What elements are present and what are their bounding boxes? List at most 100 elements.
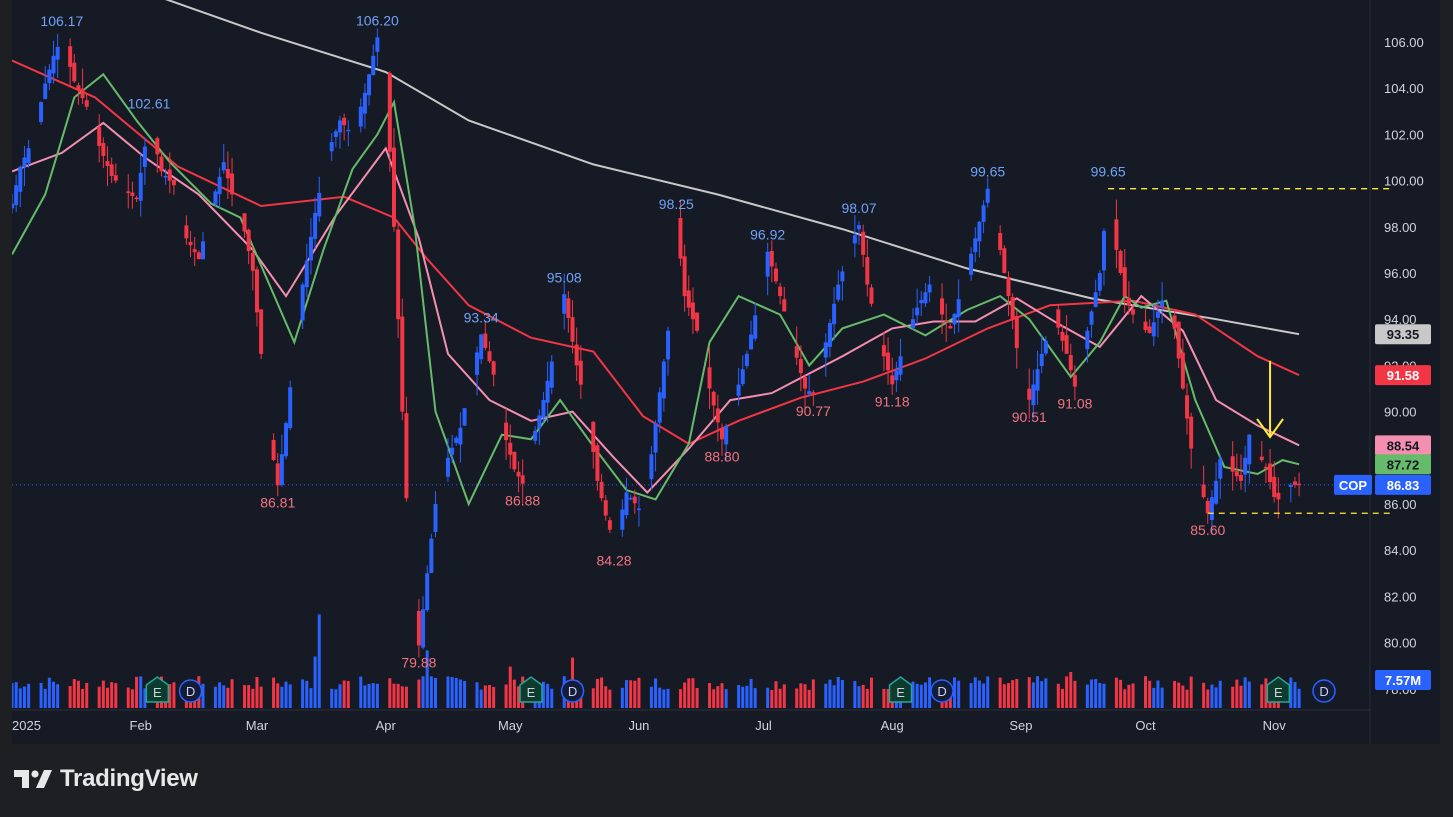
y-tick-label: 98.00 xyxy=(1384,220,1417,235)
candle-body xyxy=(26,148,31,163)
candlestick xyxy=(1288,482,1293,503)
candle-body xyxy=(686,290,691,308)
volume-bar xyxy=(1102,683,1106,708)
candle-body xyxy=(55,46,60,60)
candlestick xyxy=(142,137,147,185)
candle-body xyxy=(915,307,920,316)
candle-body xyxy=(977,221,982,242)
candle-body xyxy=(998,233,1003,250)
volume-bar xyxy=(1264,678,1268,708)
candle-body xyxy=(155,138,160,155)
candlestick xyxy=(259,309,264,359)
candle-body xyxy=(512,451,517,470)
candle-body xyxy=(807,391,812,395)
candle-body xyxy=(491,361,496,375)
candle-body xyxy=(184,225,189,239)
volume-bar xyxy=(973,677,977,708)
volume-bar xyxy=(504,684,508,708)
candlestick xyxy=(109,157,114,183)
candlestick xyxy=(686,275,691,316)
volume-bar xyxy=(251,688,255,708)
volume-bar xyxy=(861,684,865,708)
candle-body xyxy=(682,256,687,297)
candle-body xyxy=(657,392,662,423)
volume-bar xyxy=(982,683,986,708)
volume-bar xyxy=(691,678,695,708)
volume-bar xyxy=(114,683,118,708)
candlestick xyxy=(1247,434,1252,484)
volume-bar xyxy=(342,680,346,708)
candle-body xyxy=(97,127,102,146)
candlestick xyxy=(1064,315,1069,355)
candle-body xyxy=(84,100,89,107)
candlestick xyxy=(421,596,426,650)
price-tag: 86.83 xyxy=(1375,474,1431,495)
volume-bar xyxy=(1214,687,1218,708)
candle-body xyxy=(1185,395,1190,419)
candlestick xyxy=(927,276,932,303)
candle-body xyxy=(22,157,27,168)
candle-body xyxy=(881,345,886,357)
volume-bar xyxy=(243,685,247,708)
candle-body xyxy=(1101,230,1106,271)
candle-body xyxy=(1060,331,1065,341)
candle-body xyxy=(1035,369,1040,391)
volume-bar xyxy=(1056,683,1060,708)
volume-bar xyxy=(396,683,400,708)
volume-bar xyxy=(778,688,782,708)
candle-body xyxy=(1172,315,1177,329)
candlestick xyxy=(881,331,886,372)
volume-bar xyxy=(1177,682,1181,708)
volume-bar xyxy=(508,666,512,708)
candlestick xyxy=(433,491,438,538)
candlestick xyxy=(1131,304,1136,324)
candlestick xyxy=(769,240,774,283)
volume-bar xyxy=(230,679,234,708)
volume-bar xyxy=(1123,689,1127,708)
candlestick xyxy=(47,63,52,91)
candlestick xyxy=(479,333,484,364)
dividend-marker-letter: D xyxy=(568,684,577,699)
candlestick xyxy=(105,146,110,186)
candle-body xyxy=(308,236,313,261)
candle-body xyxy=(653,423,658,453)
candle-body xyxy=(358,106,363,127)
candle-body xyxy=(927,284,932,293)
candlestick xyxy=(163,168,168,185)
candlestick xyxy=(919,291,924,317)
volume-bar xyxy=(1143,676,1147,708)
candle-body xyxy=(956,299,961,317)
candle-body xyxy=(483,333,488,348)
candle-body xyxy=(1085,330,1090,350)
candlestick xyxy=(317,176,322,222)
volume-bar xyxy=(18,688,22,708)
candle-body xyxy=(591,421,596,453)
candle-body xyxy=(329,142,334,152)
candlestick xyxy=(250,246,255,291)
volume-bar xyxy=(928,677,932,708)
candlestick xyxy=(595,442,600,491)
candle-body xyxy=(80,88,85,99)
candlestick xyxy=(313,197,318,249)
candle-body xyxy=(213,191,218,205)
candle-body xyxy=(632,496,637,504)
candle-body xyxy=(51,55,56,74)
candlestick xyxy=(487,341,492,364)
candle-body xyxy=(113,175,118,181)
volume-bar xyxy=(712,689,716,708)
candlestick xyxy=(138,153,143,217)
chart-panel[interactable]: 106.00 104.00 102.00 100.00 98.00 96.00 94.00 9… xyxy=(12,0,1440,744)
volume-bar xyxy=(367,683,371,708)
volume-bar xyxy=(226,687,230,708)
candlestick xyxy=(607,517,612,534)
volume-bar xyxy=(168,684,172,708)
candle-body xyxy=(1006,276,1011,297)
price-chart[interactable]: 106.00104.00102.00100.0098.0096.0094.009… xyxy=(12,0,1440,744)
high-annotation-label: 93.34 xyxy=(464,309,499,325)
candlestick xyxy=(682,244,687,312)
candle-body xyxy=(1247,434,1252,465)
volume-bar xyxy=(799,683,803,708)
volume-bar xyxy=(1156,680,1160,708)
volume-bar xyxy=(782,684,786,708)
volume-bar xyxy=(388,678,392,708)
